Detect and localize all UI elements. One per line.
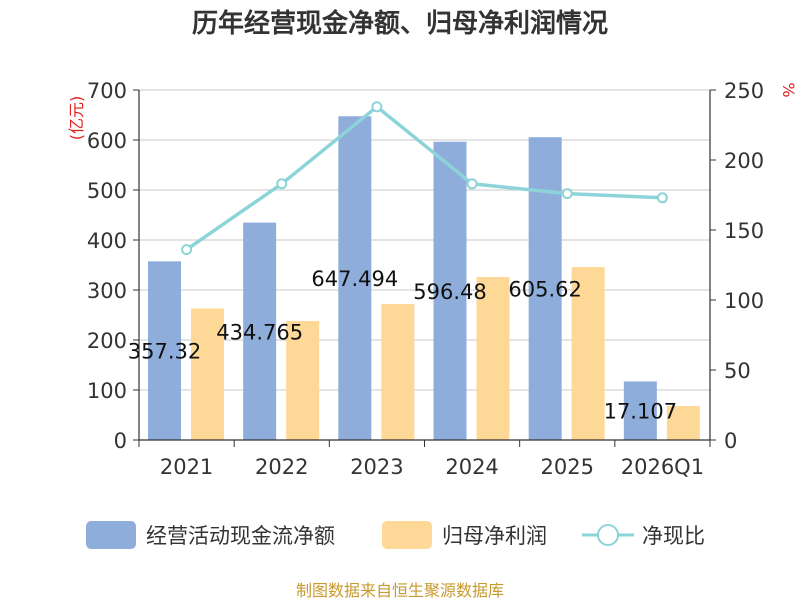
left-tick-label: 300 (87, 279, 127, 303)
right-tick-label: 250 (724, 79, 764, 103)
cashflow-data-label: 647.494 (311, 267, 398, 291)
net-profit-bar (381, 304, 415, 440)
cashflow-bar (243, 222, 277, 440)
cash-ratio-point (561, 188, 573, 200)
net-profit-bar (666, 406, 700, 440)
cashflow-data-label: 17.107 (604, 400, 677, 424)
left-tick-label: 100 (87, 379, 127, 403)
right-tick-label: 200 (724, 149, 764, 173)
operating-cashflow-bars (148, 116, 657, 441)
net-profit-bar (191, 308, 224, 440)
legend-label-cash-ratio: 净现比 (642, 524, 705, 548)
cash-ratio-polyline (185, 105, 663, 252)
right-axis-unit: % (779, 82, 798, 97)
x-tick-label: 2024 (445, 455, 498, 479)
left-tick-label: 200 (87, 329, 127, 353)
legend-label-cashflow: 经营活动现金流净额 (146, 524, 335, 548)
legend-swatch-net-profit (382, 521, 432, 549)
right-tick-label: 100 (724, 289, 764, 313)
x-tick-label: 2022 (255, 455, 308, 479)
left-tick-label: 400 (87, 229, 127, 253)
cashflow-bar (528, 137, 562, 440)
x-tick-label: 2021 (160, 455, 213, 479)
legend-label-net-profit: 归母净利润 (442, 524, 547, 548)
cashflow-data-label: 605.62 (508, 278, 581, 302)
cash-ratio-point (181, 244, 193, 256)
cashflow-data-label: 357.32 (128, 340, 201, 364)
x-tick-label: 2026Q1 (621, 455, 704, 479)
cashflow-data-label: 434.765 (216, 320, 303, 344)
gridlines (139, 89, 710, 391)
net-profit-bars (191, 267, 700, 440)
right-tick-label: 150 (724, 219, 764, 243)
legend: 经营活动现金流净额 归母净利润 净现比 (86, 521, 705, 549)
source-note: 制图数据来自恒生聚源数据库 (296, 581, 504, 600)
left-tick-label: 0 (114, 429, 127, 453)
x-tick-label: 2025 (541, 455, 594, 479)
left-tick-label: 700 (87, 79, 127, 103)
right-tick-label: 50 (724, 359, 751, 383)
left-tick-label: 600 (87, 129, 127, 153)
cash-ratio-point (371, 101, 383, 113)
cashflow-bar (338, 116, 372, 441)
data-labels: 357.32 434.765 647.494 596.48 605.62 17.107 (128, 267, 677, 424)
cashflow-data-label: 596.48 (413, 280, 486, 304)
cashflow-bar (433, 141, 467, 440)
net-profit-bar (571, 267, 605, 440)
chart-title: 历年经营现金净额、归母净利润情况 (192, 8, 608, 39)
legend-swatch-cashflow (86, 521, 136, 549)
legend-marker-cash-ratio (597, 524, 619, 546)
right-tick-label: 0 (724, 429, 737, 453)
cashflow-bar (148, 261, 181, 440)
cashflow-bar (623, 381, 657, 440)
net-profit-bar (286, 321, 320, 440)
net-profit-bar (476, 277, 510, 440)
x-tick-label: 2023 (350, 455, 403, 479)
cash-ratio-point (276, 178, 288, 190)
cash-ratio-point (656, 192, 668, 204)
cash-ratio-point (466, 178, 478, 190)
left-axis-unit: (亿元) (67, 96, 86, 141)
cash-ratio-line (181, 101, 668, 256)
axes: 0 100 200 300 400 500 600 700 0 50 100 150 200 250 202… (87, 79, 764, 479)
left-tick-label: 500 (87, 179, 127, 203)
